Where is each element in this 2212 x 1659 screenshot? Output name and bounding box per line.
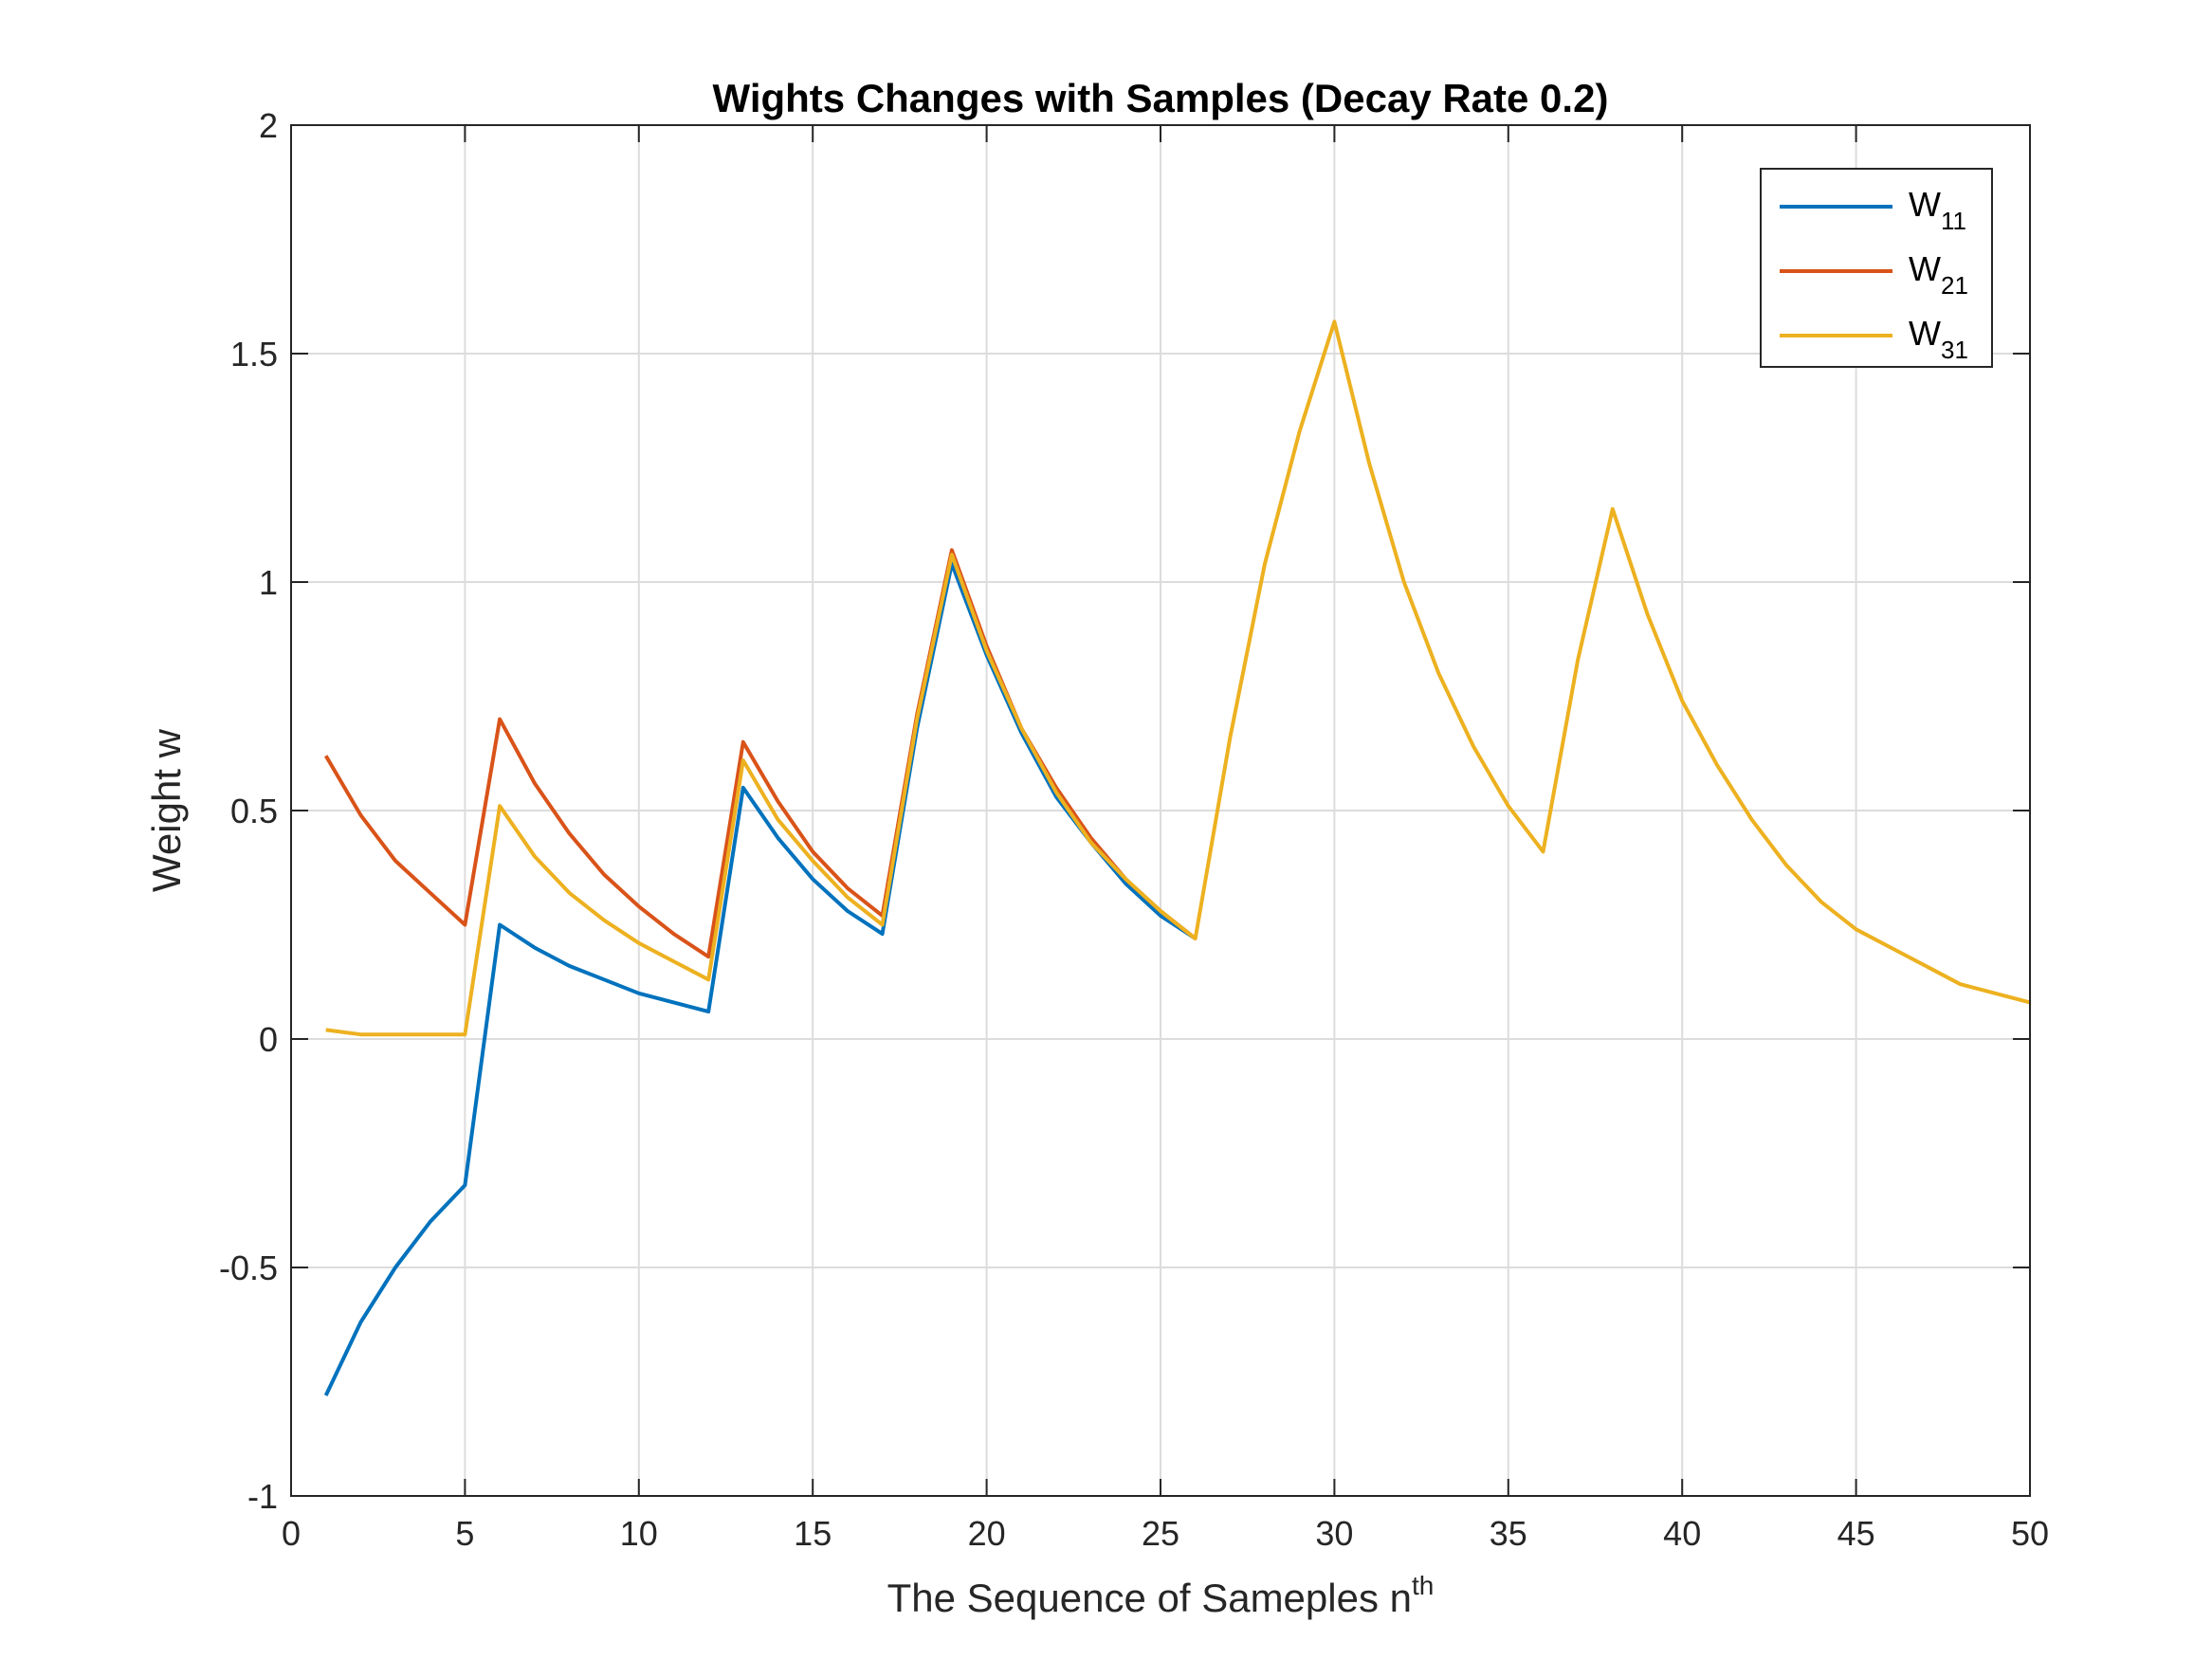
x-tick-label: 25 [1142,1514,1179,1553]
y-axis-label: Weight w [144,728,189,892]
x-tick-label: 0 [282,1514,301,1553]
y-tick-label: -0.5 [219,1249,278,1287]
x-tick-label: 10 [620,1514,658,1553]
y-tick-label: -1 [247,1477,278,1516]
x-tick-label: 35 [1490,1514,1527,1553]
y-tick-label: 1.5 [230,335,278,374]
x-tick-label: 5 [455,1514,474,1553]
x-tick-label: 20 [968,1514,1006,1553]
y-tick-label: 1 [259,563,278,602]
y-tick-label: 2 [259,106,278,145]
chart-title: Wights Changes with Samples (Decay Rate … [713,76,1609,120]
x-axis-label-superscript: th [1412,1571,1434,1600]
legend-label-subscript: 31 [1941,336,1968,364]
x-tick-label: 30 [1315,1514,1353,1553]
series-line-w11 [323,561,1197,1396]
legend-label-w21: W21 [1909,249,1968,300]
x-tick-label: 40 [1663,1514,1701,1553]
legend-label-subscript: 21 [1941,271,1968,300]
legend-label-name: W [1909,185,1941,224]
x-axis-label-text: The Sequence of Sameples n [887,1576,1412,1620]
series-lines [323,319,2031,1396]
x-axis-label: The Sequence of Sameples nth [887,1571,1435,1620]
x-tick-label: 50 [2011,1514,2049,1553]
legend-label-subscript: 11 [1941,207,1966,235]
legend-label-w31: W31 [1909,314,1968,364]
series-line-w31 [325,319,2031,1037]
tick-labels: 0 5 10 15 20 25 30 35 40 45 50 -1 -0.5 0 0.5 1 1.5 2 [219,106,2049,1553]
legend-label-name: W [1909,314,1941,353]
plot-frame [290,124,2031,1497]
x-tick-label: 45 [1837,1514,1875,1553]
y-tick-label: 0 [259,1020,278,1059]
legend-label-w11: W11 [1909,185,1966,235]
x-tick-label: 15 [794,1514,832,1553]
y-tick-label: 0.5 [230,792,278,830]
legend-label-name: W [1909,249,1941,288]
